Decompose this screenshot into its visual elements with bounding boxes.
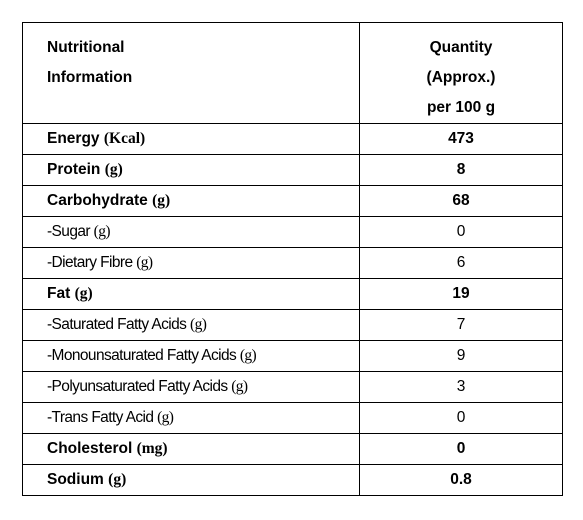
nutrient-value: 0.8 [359,464,563,496]
nutrient-unit: (g) [136,254,153,272]
nutrient-value: 9 [359,340,563,372]
nutrient-name: -Sugar [47,223,91,241]
nutrient-name: -Monounsaturated Fatty Acids [47,347,237,365]
nutrient-unit: (g) [239,347,257,365]
nutrient-unit: (mg) [136,440,168,458]
nutrient-value: 3 [359,371,563,403]
header-value-line-2: (Approx.) [426,69,496,86]
nutrient-value: 0 [359,402,563,434]
header-row: Nutritional Information Quantity (Approx… [22,22,563,124]
nutrient-name: Protein [47,161,101,179]
nutrient-value: 7 [359,309,563,341]
nutrient-row: -Saturated Fatty Acids (g) 7 [22,309,563,341]
nutrient-row: -Polyunsaturated Fatty Acids (g) 3 [22,371,563,403]
nutrient-name: Energy [47,130,100,148]
nutrient-value: 8 [359,154,563,186]
nutrient-unit: (g) [108,471,127,489]
nutrient-unit: (g) [93,223,111,241]
nutrient-label-cell: -Monounsaturated Fatty Acids (g) [22,340,360,372]
nutrient-value: 0 [359,433,563,465]
nutrient-name: Cholesterol [47,440,133,458]
nutrient-unit: (g) [74,285,93,303]
nutrient-label-cell: Sodium (g) [22,464,360,496]
nutrition-table: Nutritional Information Quantity (Approx… [22,22,563,496]
nutrient-value: 19 [359,278,563,310]
nutrient-name: -Saturated Fatty Acids [47,316,187,334]
nutrient-row: -Trans Fatty Acid (g) 0 [22,402,563,434]
nutrient-value: 68 [359,185,563,217]
nutrient-label-cell: -Trans Fatty Acid (g) [22,402,360,434]
header-value-cell: Quantity (Approx.) per 100 g [359,22,563,124]
nutrient-unit: (g) [152,192,171,210]
nutrient-name: -Dietary Fibre [47,254,133,272]
nutrient-unit: (g) [190,316,207,334]
nutrient-row: Cholesterol (mg) 0 [22,433,563,465]
nutrient-unit: (g) [231,378,248,396]
nutrient-label-cell: Protein (g) [22,154,360,186]
nutrient-row: Sodium (g) 0.8 [22,464,563,496]
nutrient-unit: (g) [104,161,123,179]
nutrient-label-cell: Carbohydrate (g) [22,185,360,217]
header-value-line-3: per 100 g [426,99,496,116]
nutrient-name: -Polyunsaturated Fatty Acids [47,378,228,396]
nutrient-unit: (g) [157,409,174,427]
nutrient-label-cell: Energy (Kcal) [22,123,360,155]
header-label-line-1: Nutritional [47,39,125,56]
nutrient-row: -Dietary Fibre (g) 6 [22,247,563,279]
nutrient-unit: (Kcal) [103,130,146,148]
nutrient-name: Fat [47,285,71,303]
nutrient-row: Carbohydrate (g) 68 [22,185,563,217]
nutrient-name: Sodium [47,471,104,489]
nutrient-label-cell: -Saturated Fatty Acids (g) [22,309,360,341]
header-label-cell: Nutritional Information [22,22,360,124]
nutrient-name: Carbohydrate [47,192,148,210]
nutrient-value: 6 [359,247,563,279]
nutrient-label-cell: -Polyunsaturated Fatty Acids (g) [22,371,360,403]
nutrient-label-cell: Cholesterol (mg) [22,433,360,465]
nutrient-label-cell: -Sugar (g) [22,216,360,248]
nutrient-row: Protein (g) 8 [22,154,563,186]
nutrient-name: -Trans Fatty Acid [47,409,154,427]
header-label-line-2: Information [47,69,133,86]
nutrient-label-cell: Fat (g) [22,278,360,310]
nutrient-value: 0 [359,216,563,248]
nutrient-row: -Monounsaturated Fatty Acids (g) 9 [22,340,563,372]
nutrient-value: 473 [359,123,563,155]
nutrient-label-cell: -Dietary Fibre (g) [22,247,360,279]
nutrient-row: -Sugar (g) 0 [22,216,563,248]
nutrient-row: Energy (Kcal) 473 [22,123,563,155]
nutrient-row: Fat (g) 19 [22,278,563,310]
header-value-line-1: Quantity [429,39,493,56]
